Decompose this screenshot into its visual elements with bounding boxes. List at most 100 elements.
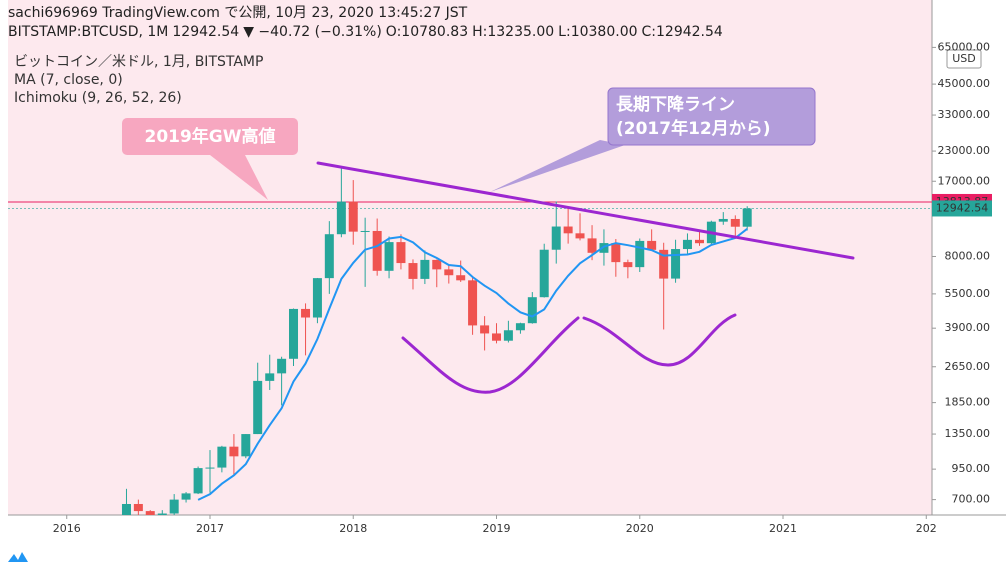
candle-body (301, 308, 311, 318)
y-tick-label: 65000.00 (938, 40, 991, 53)
candle-body (420, 259, 430, 279)
symbol: BITSTAMP:BTCUSD, 1M (8, 24, 168, 40)
candle-body (694, 239, 704, 244)
y-tick-label: 1350.00 (945, 427, 991, 440)
trend-line (316, 161, 855, 260)
publish-info: sachi696969 TradingView.com で公開, 10月 23,… (8, 5, 468, 21)
drawings (316, 161, 855, 394)
candle-body (432, 259, 442, 270)
candle-body (623, 262, 633, 268)
candle-body (277, 358, 287, 374)
candle-body (635, 240, 645, 268)
price-tag (932, 200, 992, 217)
x-tick-label: 2017 (196, 522, 224, 535)
curve-right (582, 313, 737, 367)
currency-box (946, 49, 982, 69)
candle-body (647, 240, 657, 250)
candle-body (539, 249, 549, 298)
candle-body (384, 242, 394, 271)
last-price: 12942.54 (172, 24, 239, 40)
change: ▼ −40.72 (−0.31%) (243, 24, 382, 40)
candle-body (396, 242, 406, 264)
y-tick-label: 33000.00 (938, 108, 991, 121)
candle-body (372, 230, 382, 271)
logo (8, 552, 28, 562)
candle-body (241, 434, 251, 457)
ma-line (197, 228, 748, 501)
candle-body (515, 323, 525, 331)
candle-body (599, 243, 609, 253)
x-tick-label: 2019 (483, 522, 511, 535)
candle-body (193, 468, 203, 494)
candle-body (157, 513, 167, 515)
plot-marks (8, 166, 932, 515)
y-tick-label: 23000.00 (938, 144, 991, 157)
candle-body (468, 280, 478, 326)
plot-area (8, 0, 932, 515)
y-tick-label: 45000.00 (938, 77, 991, 90)
candle-body (289, 308, 299, 359)
ohlc-value: 10380.00 (571, 24, 638, 40)
quote-line: BITSTAMP:BTCUSD, 1M 12942.54 ▼ −40.72 (−0.… (8, 24, 723, 40)
candle-body (611, 243, 621, 263)
callout-pointer (490, 140, 625, 192)
ohlc-key: H: (472, 24, 487, 40)
annotation: 2019年GW高値 (144, 126, 275, 147)
candle-body (730, 218, 740, 227)
x-tick-label: 2018 (339, 522, 367, 535)
legend-title: ビットコイン／米ドル, 1月, BITSTAMP (14, 54, 263, 70)
y-tick-label: 8000.00 (945, 249, 991, 262)
x-tick-label: 202 (916, 522, 937, 535)
y-tick-label: 3900.00 (945, 321, 991, 334)
callout-box (122, 118, 298, 155)
ohlc-key: L: (558, 24, 571, 40)
x-tick-label: 2020 (626, 522, 654, 535)
currency: USD (952, 52, 976, 65)
legend-ma: MA (7, close, 0) (14, 72, 123, 88)
y-tick-label: 2650.00 (945, 360, 991, 373)
callout-pointer (210, 155, 268, 200)
candle-body (480, 325, 490, 334)
y-tick-label: 950.00 (952, 462, 991, 475)
ohlc-key: C: (642, 24, 657, 40)
candle-body (671, 249, 681, 279)
candle-body (408, 263, 418, 279)
candle-body (563, 226, 573, 234)
ohlc-value: 12942.54 (656, 24, 723, 40)
candle-body (217, 446, 227, 468)
candle-body (492, 333, 502, 341)
y-tick-label: 1850.00 (945, 396, 991, 409)
candle-body (718, 218, 728, 222)
x-tick-label: 2021 (769, 522, 797, 535)
legend-ichimoku: Ichimoku (9, 26, 52, 26) (14, 90, 182, 106)
candle-body (145, 511, 155, 515)
curve-left (401, 316, 580, 394)
candle-body (682, 239, 692, 250)
candle-body (360, 230, 370, 232)
annotation: (2017年12月から) (616, 118, 771, 139)
ohlc-value: 13235.00 (487, 24, 554, 40)
candle-body (348, 201, 358, 232)
candle-body (324, 234, 334, 279)
candle-body (742, 208, 752, 227)
candle-body (444, 269, 454, 276)
candle-body (229, 446, 239, 457)
candle-body (205, 467, 215, 469)
candle-body (575, 233, 585, 239)
callout-box (607, 87, 816, 146)
candle-body (121, 503, 131, 515)
candle-body (503, 330, 513, 341)
candle-body (587, 238, 597, 253)
ohlc-key: O: (386, 24, 402, 40)
candle-body (181, 493, 191, 500)
annotation: 長期下降ライン (616, 94, 735, 115)
candle-body (253, 380, 263, 435)
candle-body (133, 503, 143, 512)
price-tag-label: 12942.54 (936, 201, 989, 214)
x-tick-label: 2016 (53, 522, 81, 535)
y-tick-label: 700.00 (952, 493, 991, 506)
candle-body (169, 499, 179, 514)
y-tick-label: 5500.00 (945, 287, 991, 300)
